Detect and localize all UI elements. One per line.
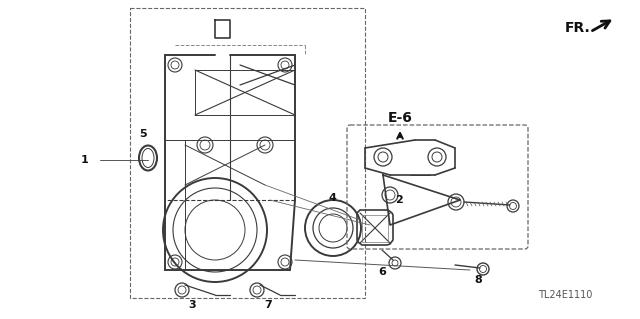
Text: 4: 4	[328, 193, 336, 203]
Text: 8: 8	[474, 275, 482, 285]
Text: 1: 1	[81, 155, 89, 165]
Bar	[130, 8, 365, 298]
Text: TL24E1110: TL24E1110	[538, 290, 592, 300]
Text: 2: 2	[395, 195, 403, 205]
Text: 5: 5	[139, 129, 147, 139]
Text: 7: 7	[264, 300, 272, 310]
Text: FR.: FR.	[565, 21, 591, 35]
Text: 6: 6	[378, 267, 386, 277]
Text: E-6: E-6	[388, 111, 412, 125]
Text: 3: 3	[188, 300, 196, 310]
